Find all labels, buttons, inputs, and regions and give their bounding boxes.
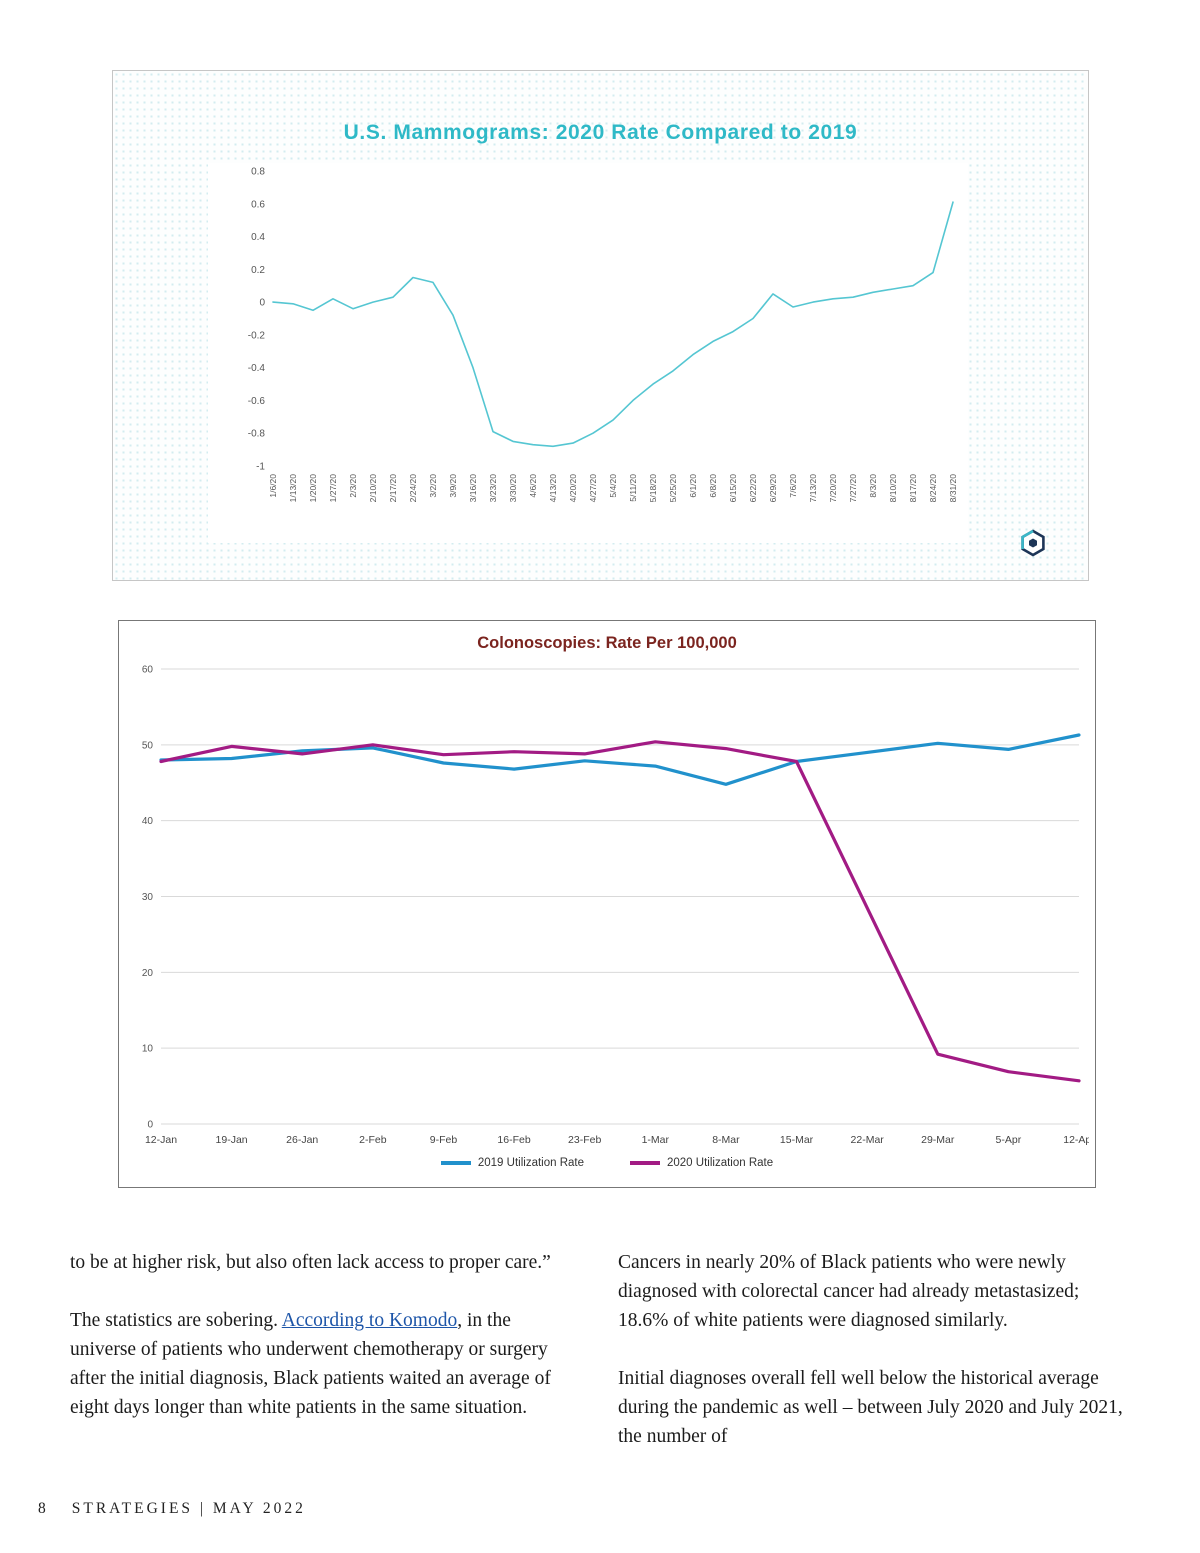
svg-text:23-Feb: 23-Feb: [568, 1134, 601, 1146]
svg-text:15-Mar: 15-Mar: [780, 1134, 814, 1146]
svg-text:0: 0: [259, 298, 265, 309]
komodo-logo-icon: [1018, 528, 1048, 558]
svg-text:29-Mar: 29-Mar: [921, 1134, 955, 1146]
article-right-column: Cancers in nearly 20% of Black patients …: [618, 1248, 1133, 1480]
svg-text:-0.2: -0.2: [248, 330, 266, 341]
mammograms-chart-card: U.S. Mammograms: 2020 Rate Compared to 2…: [112, 70, 1089, 581]
komodo-link[interactable]: According to Komodo: [281, 1310, 458, 1331]
svg-text:1/13/20: 1/13/20: [288, 474, 298, 503]
svg-text:1/27/20: 1/27/20: [328, 474, 338, 503]
article-body: to be at higher risk, but also often lac…: [70, 1248, 1133, 1480]
page-footer: 8 STRATEGIES | MAY 2022: [38, 1500, 306, 1518]
svg-text:5/4/20: 5/4/20: [608, 474, 618, 498]
legend-item-2019: 2019 Utilization Rate: [440, 1157, 584, 1169]
svg-text:2/17/20: 2/17/20: [388, 474, 398, 503]
svg-text:8/10/20: 8/10/20: [888, 474, 898, 503]
article-left-column: to be at higher risk, but also often lac…: [70, 1248, 570, 1480]
svg-text:12-Apr: 12-Apr: [1063, 1134, 1089, 1146]
paragraph: Cancers in nearly 20% of Black patients …: [618, 1252, 1080, 1331]
colonoscopies-line-chart: 60 50 40 30 20 10 0 12-Jan 19-Jan 26-Jan 2-Feb 9-Fe…: [127, 661, 1095, 1151]
svg-text:5/18/20: 5/18/20: [648, 474, 658, 503]
mammograms-chart-title: U.S. Mammograms: 2020 Rate Compared to 2…: [343, 121, 858, 144]
svg-text:0.2: 0.2: [251, 265, 265, 276]
svg-text:8/17/20: 8/17/20: [908, 474, 918, 503]
svg-text:1-Mar: 1-Mar: [642, 1134, 670, 1146]
publication-title: STRATEGIES | MAY 2022: [71, 1500, 306, 1517]
svg-text:4/6/20: 4/6/20: [528, 474, 538, 498]
svg-text:4/27/20: 4/27/20: [588, 474, 598, 503]
svg-text:3/23/20: 3/23/20: [488, 474, 498, 503]
mammograms-line-chart: 0.8 0.6 0.4 0.2 0 -0.2 -0.4 -0.6 -0.8 -1 1/6/20 1/1…: [208, 163, 968, 543]
svg-text:7/13/20: 7/13/20: [808, 474, 818, 503]
colonoscopies-chart-card: Colonoscopies: Rate Per 100,000 60 50 40 30…: [118, 620, 1096, 1188]
paragraph: Initial diagnoses overall fell well belo…: [618, 1368, 1123, 1447]
svg-text:6/22/20: 6/22/20: [748, 474, 758, 503]
svg-text:16-Feb: 16-Feb: [497, 1134, 530, 1146]
paragraph: The statistics are sobering. According t…: [70, 1306, 570, 1422]
svg-text:40: 40: [142, 816, 154, 827]
svg-text:0: 0: [147, 1120, 153, 1131]
paragraph: to be at higher risk, but also often lac…: [70, 1252, 551, 1273]
svg-text:2/10/20: 2/10/20: [368, 474, 378, 503]
svg-text:6/1/20: 6/1/20: [688, 474, 698, 498]
svg-text:2/3/20: 2/3/20: [348, 474, 358, 498]
svg-text:0.4: 0.4: [251, 232, 265, 243]
svg-text:3/9/20: 3/9/20: [448, 474, 458, 498]
svg-text:-1: -1: [256, 462, 265, 473]
legend-item-2020: 2020 Utilization Rate: [630, 1157, 773, 1169]
chart-legend: 2019 Utilization Rate 2020 Utilization R…: [119, 1157, 1095, 1169]
svg-text:7/27/20: 7/27/20: [848, 474, 858, 503]
legend-label-2019: 2019 Utilization Rate: [477, 1157, 584, 1169]
svg-text:-0.8: -0.8: [248, 429, 266, 440]
svg-text:9-Feb: 9-Feb: [430, 1134, 458, 1146]
svg-text:7/6/20: 7/6/20: [788, 474, 798, 498]
svg-text:1/6/20: 1/6/20: [268, 474, 278, 498]
svg-text:20: 20: [142, 968, 154, 979]
svg-text:-0.6: -0.6: [248, 396, 266, 407]
svg-text:0.8: 0.8: [251, 167, 265, 178]
svg-text:8/3/20: 8/3/20: [868, 474, 878, 498]
svg-text:3/30/20: 3/30/20: [508, 474, 518, 503]
legend-swatch-2019: [440, 1161, 471, 1165]
svg-text:5-Apr: 5-Apr: [996, 1134, 1022, 1146]
svg-text:8/24/20: 8/24/20: [928, 474, 938, 503]
svg-text:6/15/20: 6/15/20: [728, 474, 738, 503]
svg-text:5/25/20: 5/25/20: [668, 474, 678, 503]
legend-label-2020: 2020 Utilization Rate: [667, 1157, 774, 1169]
svg-text:19-Jan: 19-Jan: [216, 1134, 248, 1146]
svg-text:60: 60: [142, 665, 154, 676]
svg-text:3/2/20: 3/2/20: [428, 474, 438, 498]
svg-text:3/16/20: 3/16/20: [468, 474, 478, 503]
svg-text:1/20/20: 1/20/20: [308, 474, 318, 503]
svg-text:7/20/20: 7/20/20: [828, 474, 838, 503]
svg-text:4/20/20: 4/20/20: [568, 474, 578, 503]
svg-text:6/8/20: 6/8/20: [708, 474, 718, 498]
svg-text:-0.4: -0.4: [248, 363, 266, 374]
page-number: 8: [38, 1500, 46, 1517]
svg-text:2-Feb: 2-Feb: [359, 1134, 387, 1146]
svg-text:5/11/20: 5/11/20: [628, 474, 638, 502]
paragraph-text: , in the universe of patients who underw…: [70, 1310, 551, 1418]
svg-text:8-Mar: 8-Mar: [712, 1134, 740, 1146]
svg-text:22-Mar: 22-Mar: [851, 1134, 885, 1146]
svg-text:10: 10: [142, 1044, 154, 1055]
svg-text:8/31/20: 8/31/20: [948, 474, 958, 503]
legend-swatch-2020: [630, 1161, 660, 1165]
svg-text:2/24/20: 2/24/20: [408, 474, 418, 503]
svg-text:50: 50: [142, 740, 154, 751]
svg-text:4/13/20: 4/13/20: [548, 474, 558, 503]
svg-text:26-Jan: 26-Jan: [286, 1134, 318, 1146]
svg-text:30: 30: [142, 892, 154, 903]
svg-text:12-Jan: 12-Jan: [145, 1134, 177, 1146]
svg-text:6/29/20: 6/29/20: [768, 474, 778, 503]
colonoscopies-chart-title: Colonoscopies: Rate Per 100,000: [477, 634, 737, 652]
svg-text:0.6: 0.6: [251, 199, 265, 210]
paragraph-text: The statistics are sobering.: [70, 1310, 282, 1331]
